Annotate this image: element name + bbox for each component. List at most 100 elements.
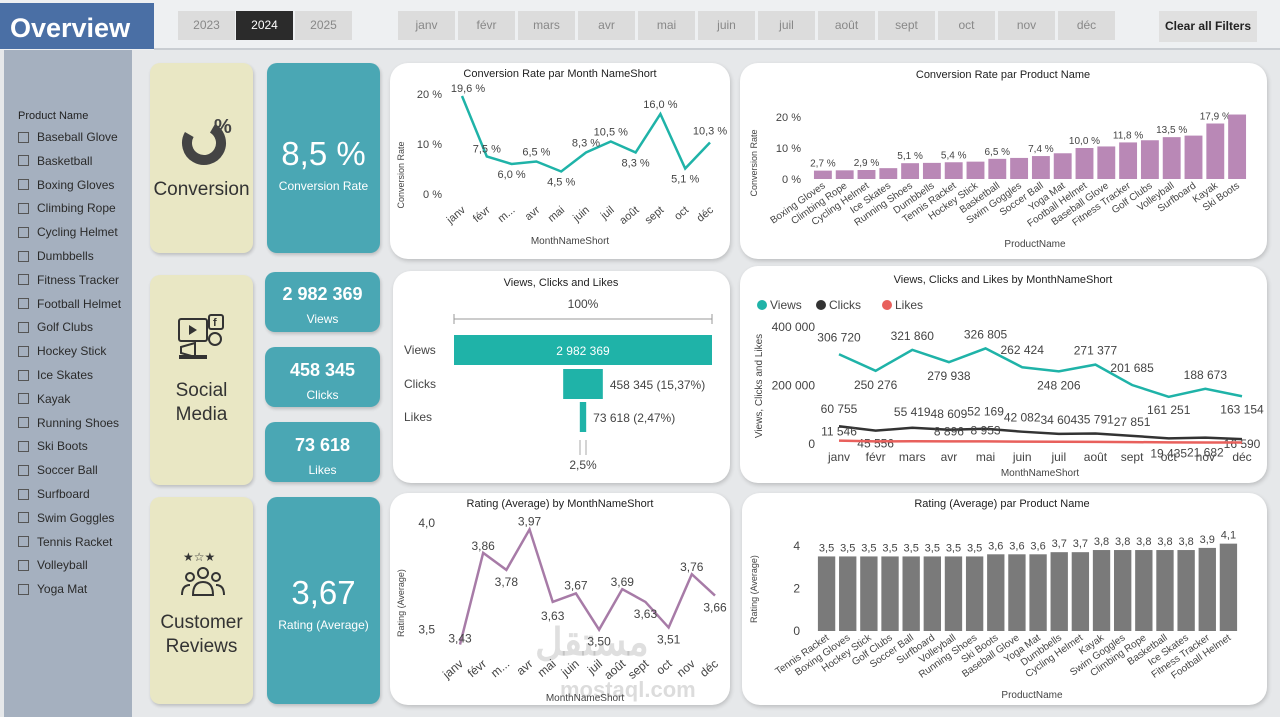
checkbox[interactable] — [18, 512, 29, 524]
checkbox[interactable] — [18, 417, 29, 429]
checkbox[interactable] — [18, 202, 29, 214]
month-button-sept[interactable]: sept — [878, 11, 935, 40]
month-button-mars[interactable]: mars — [518, 11, 575, 40]
bar — [1135, 550, 1153, 631]
month-button-mai[interactable]: mai — [638, 11, 695, 40]
data-label: 60 755 — [821, 402, 858, 416]
checkbox[interactable] — [18, 226, 29, 238]
checkbox[interactable] — [18, 393, 29, 405]
bar — [881, 556, 899, 631]
legend-label: Likes — [895, 298, 923, 312]
checkbox[interactable] — [18, 131, 29, 143]
product-filter-item[interactable]: Baseball Glove — [18, 130, 118, 144]
views-clicks-likes-by-month-chart: Views, Clicks and Likes by MonthNameShor… — [754, 274, 1264, 479]
product-filter-item[interactable]: Surfboard — [18, 487, 90, 501]
year-button-2024[interactable]: 2024 — [236, 11, 293, 40]
product-filter-item[interactable]: Running Shoes — [18, 416, 119, 430]
data-label: 188 673 — [1184, 368, 1228, 382]
x-tick-label: déc — [695, 204, 717, 225]
y-tick-label: 0 % — [423, 189, 442, 201]
product-filter-item[interactable]: Boxing Gloves — [18, 178, 114, 192]
checkbox[interactable] — [18, 559, 29, 571]
product-filter-item[interactable]: Ice Skates — [18, 368, 93, 382]
year-button-2023[interactable]: 2023 — [178, 11, 235, 40]
bar — [1097, 146, 1116, 179]
likes-label: Likes — [308, 463, 337, 477]
data-label: 3,7 — [1073, 538, 1088, 550]
product-filter-item[interactable]: Dumbbells — [18, 249, 94, 263]
data-label: 11,8 % — [1113, 130, 1143, 141]
checkbox[interactable] — [18, 488, 29, 500]
svg-text:f: f — [213, 317, 217, 329]
y-tick-label: 4 — [793, 539, 800, 553]
product-filter-label: Ice Skates — [37, 368, 94, 382]
checkbox[interactable] — [18, 179, 29, 191]
product-filter-item[interactable]: Cycling Helmet — [18, 225, 118, 239]
rating-label: Rating (Average) — [278, 618, 369, 632]
x-tick-label: nov — [674, 657, 698, 680]
checkbox[interactable] — [18, 369, 29, 381]
month-button-juin[interactable]: juin — [698, 11, 755, 40]
product-filter-item[interactable]: Soccer Ball — [18, 463, 98, 477]
month-button-nov[interactable]: nov — [998, 11, 1055, 40]
product-filter-item[interactable]: Fitness Tracker — [18, 273, 119, 287]
product-filter-item[interactable]: Climbing Rope — [18, 201, 116, 215]
data-label: 279 938 — [927, 369, 971, 383]
data-label: 3,7 — [1052, 538, 1067, 550]
month-button-dec[interactable]: déc — [1058, 11, 1115, 40]
bar — [813, 170, 832, 179]
bar — [966, 161, 985, 179]
product-filter-item[interactable]: Football Helmet — [18, 297, 121, 311]
checkbox[interactable] — [18, 345, 29, 357]
y-tick-label: 200 000 — [772, 379, 816, 393]
x-tick-label: mai — [976, 450, 995, 464]
product-filter-label: Kayak — [37, 391, 71, 406]
top-divider — [154, 48, 1280, 50]
series-line-clicks — [838, 424, 1243, 441]
y-tick-label: 20 % — [417, 89, 442, 101]
month-button-fevr[interactable]: févr — [458, 11, 515, 40]
legend-marker — [816, 300, 826, 310]
month-button-aout[interactable]: août — [818, 11, 875, 40]
data-label: 16,0 % — [643, 99, 677, 111]
product-filter-item[interactable]: Kayak — [18, 392, 70, 406]
product-filter-item[interactable]: Golf Clubs — [18, 320, 93, 334]
product-filter-label: Golf Clubs — [37, 320, 94, 335]
product-filter-item[interactable]: Hockey Stick — [18, 344, 106, 358]
year-button-2025[interactable]: 2025 — [295, 11, 352, 40]
conversion-by-product-card: Conversion Rate par Product Name Conversi… — [740, 63, 1267, 259]
data-label: 6,5 % — [522, 147, 550, 159]
product-filter-item[interactable]: Basketball — [18, 154, 92, 168]
x-tick-label: oct — [653, 656, 675, 677]
clicks-kpi-card: 458 345 Clicks — [265, 347, 380, 407]
product-filter-item[interactable]: Swim Goggles — [18, 511, 114, 525]
conversion-rate-value: 8,5 % — [281, 135, 366, 172]
checkbox[interactable] — [18, 250, 29, 262]
product-filter-item[interactable]: Yoga Mat — [18, 582, 87, 596]
checkbox[interactable] — [18, 583, 29, 595]
checkbox[interactable] — [18, 155, 29, 167]
product-filter-item[interactable]: Tennis Racket — [18, 535, 112, 549]
checkbox[interactable] — [18, 536, 29, 548]
month-button-avr[interactable]: avr — [578, 11, 635, 40]
checkbox[interactable] — [18, 440, 29, 452]
y-axis-title: Conversion Rate — [749, 129, 759, 196]
product-filter-item[interactable]: Volleyball — [18, 558, 88, 572]
checkbox[interactable] — [18, 298, 29, 310]
data-label: 3,43 — [448, 632, 472, 646]
month-button-janv[interactable]: janv — [398, 11, 455, 40]
checkbox[interactable] — [18, 274, 29, 286]
month-button-juil[interactable]: juil — [758, 11, 815, 40]
data-label: 3,5 — [819, 542, 834, 554]
month-button-oct[interactable]: oct — [938, 11, 995, 40]
product-filter-item[interactable]: Ski Boots — [18, 439, 88, 453]
product-filter-label: Volleyball — [37, 558, 88, 573]
reviews-category-label-1: Customer — [160, 612, 243, 633]
checkbox[interactable] — [18, 464, 29, 476]
clear-filters-button[interactable]: Clear all Filters — [1159, 11, 1257, 42]
funnel-category-label: Views — [404, 343, 436, 357]
checkbox[interactable] — [18, 321, 29, 333]
bar — [901, 163, 920, 179]
data-label: 8 953 — [971, 423, 1001, 437]
y-tick-label: 20 % — [776, 112, 801, 124]
